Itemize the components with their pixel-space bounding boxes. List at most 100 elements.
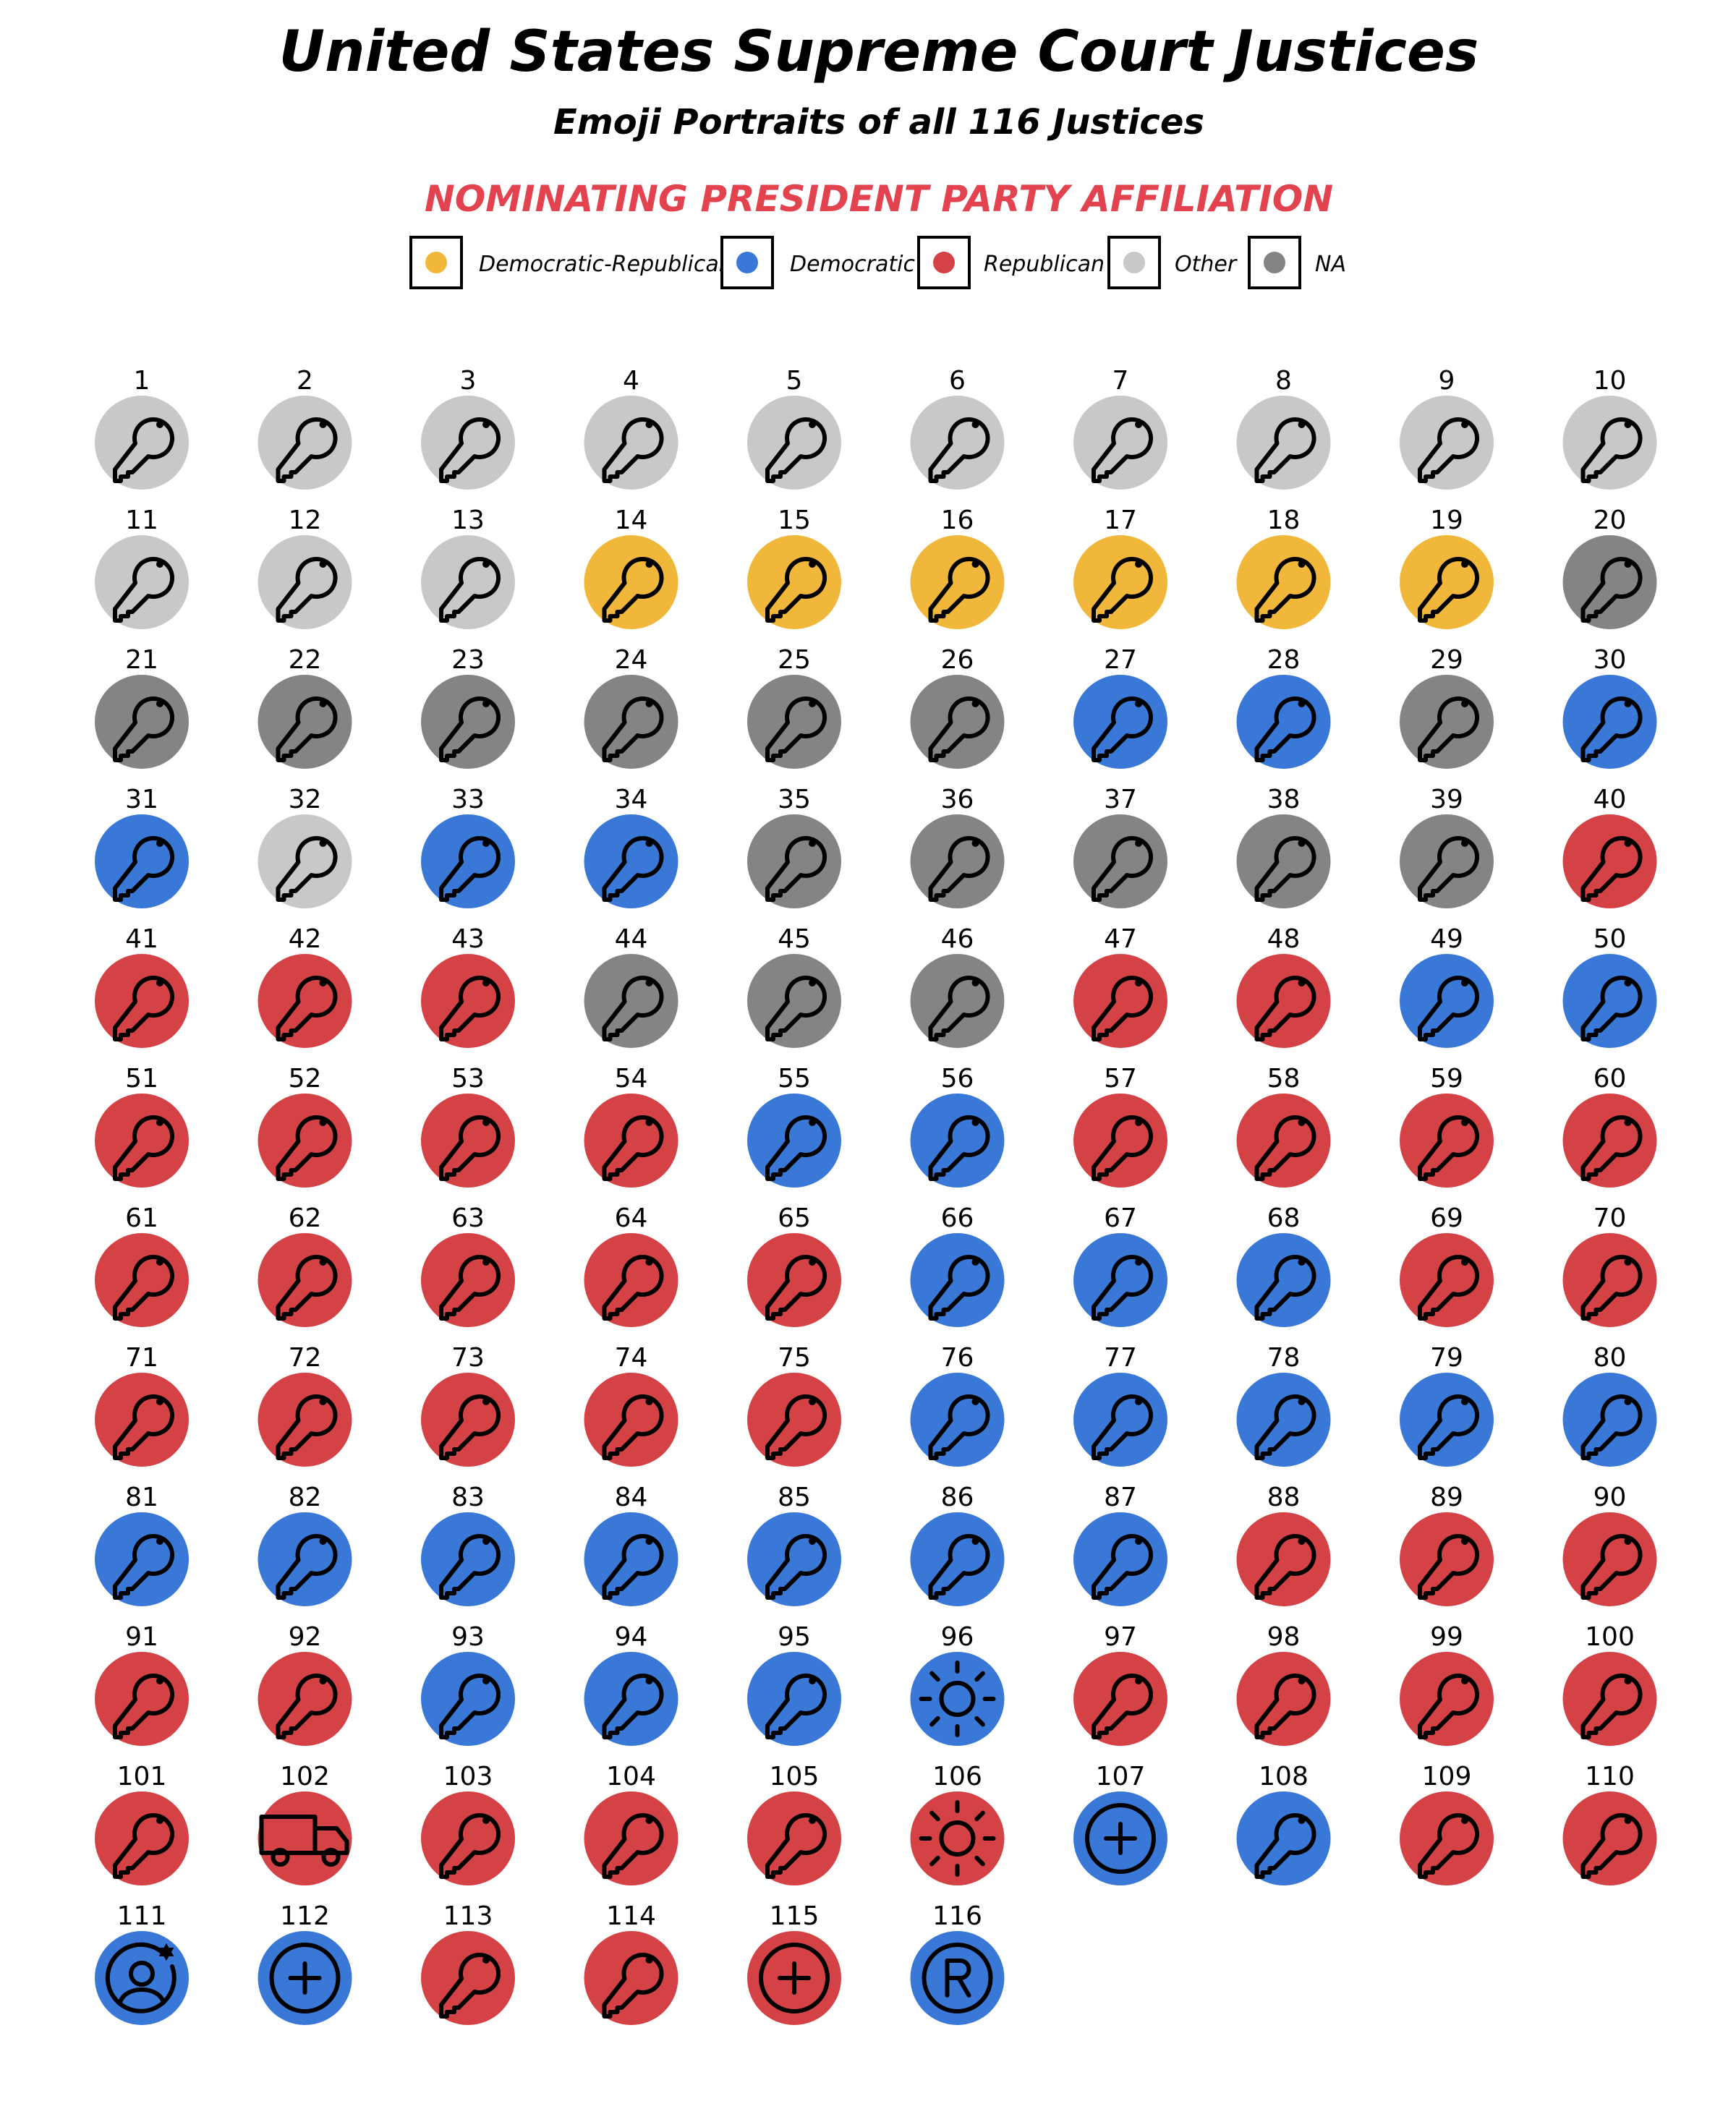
key-icon [602, 836, 664, 902]
justice-40: 40 [1562, 785, 1657, 908]
justice-46-dot [910, 954, 1005, 1048]
key-icon [1418, 1115, 1479, 1181]
justice-74-number: 74 [615, 1343, 648, 1373]
justice-15: 15 [747, 506, 841, 629]
justice-36: 36 [910, 785, 1005, 908]
justice-31-number: 31 [125, 785, 158, 814]
justice-47: 47 [1073, 924, 1167, 1048]
key-icon [276, 1394, 338, 1460]
justice-89-dot [1400, 1512, 1494, 1606]
justice-43: 43 [421, 924, 515, 1048]
justice-25-dot [747, 675, 841, 769]
key-icon [1418, 1534, 1479, 1600]
key-icon [1092, 557, 1153, 623]
key-icon [1254, 836, 1316, 902]
justice-19-dot [1400, 535, 1494, 629]
justice-34-dot [584, 814, 678, 908]
justice-97-number: 97 [1104, 1622, 1137, 1652]
justice-73: 73 [421, 1343, 515, 1467]
justice-61-dot [95, 1233, 189, 1327]
justice-80-number: 80 [1594, 1343, 1627, 1373]
justice-51-number: 51 [125, 1064, 158, 1094]
justice-12-dot [258, 535, 352, 629]
justice-26-number: 26 [941, 645, 974, 675]
key-icon [113, 1394, 174, 1460]
justice-106-number: 106 [932, 1762, 982, 1791]
justice-47-number: 47 [1104, 924, 1137, 954]
justice-88-dot [1236, 1512, 1331, 1606]
justice-84-number: 84 [615, 1483, 648, 1512]
justice-3-dot [421, 396, 515, 490]
justice-27-number: 27 [1104, 645, 1137, 675]
justice-84-dot [584, 1512, 678, 1606]
justice-20-dot [1562, 535, 1657, 629]
legend-label: Democratic [790, 252, 915, 277]
justice-75: 75 [747, 1343, 841, 1467]
legend-label: Other [1175, 252, 1238, 277]
justice-66: 66 [910, 1203, 1005, 1327]
justice-68-number: 68 [1267, 1203, 1301, 1233]
justice-7-dot [1073, 396, 1167, 490]
justice-25: 25 [747, 645, 841, 769]
justice-59-number: 59 [1430, 1064, 1463, 1094]
justice-24-number: 24 [615, 645, 648, 675]
justice-69: 69 [1400, 1203, 1494, 1327]
justice-92-dot [258, 1652, 352, 1746]
key-icon [928, 696, 990, 762]
justice-20: 20 [1562, 506, 1657, 629]
key-icon [439, 696, 501, 762]
justice-12: 12 [258, 506, 352, 629]
key-icon [602, 696, 664, 762]
legend-box [409, 236, 463, 289]
justice-62-dot [258, 1233, 352, 1327]
justice-111: 111 [95, 1901, 189, 2025]
justice-98-dot [1236, 1652, 1331, 1746]
justice-16-number: 16 [941, 506, 974, 535]
justice-10-dot [1562, 396, 1657, 490]
key-icon [113, 1115, 174, 1181]
justice-71-number: 71 [125, 1343, 158, 1373]
justice-86-number: 86 [941, 1483, 974, 1512]
key-icon [1580, 557, 1643, 623]
justice-24: 24 [584, 645, 678, 769]
justice-32: 32 [258, 785, 352, 908]
justice-41: 41 [95, 924, 189, 1048]
justice-48: 48 [1236, 924, 1331, 1048]
justice-102: 102 [258, 1762, 352, 1885]
key-icon [439, 1255, 501, 1321]
justice-17: 17 [1073, 506, 1167, 629]
key-icon [602, 1394, 664, 1460]
key-icon [1580, 1255, 1643, 1321]
justice-31: 31 [95, 785, 189, 908]
key-icon [113, 1674, 174, 1739]
justice-62-number: 62 [289, 1203, 322, 1233]
key-icon [439, 1534, 501, 1600]
justice-16-dot [910, 535, 1005, 629]
justice-93: 93 [421, 1622, 515, 1746]
justice-16: 16 [910, 506, 1005, 629]
key-icon [276, 696, 338, 762]
justice-56: 56 [910, 1064, 1005, 1188]
key-icon [1580, 1813, 1643, 1879]
justice-61-number: 61 [125, 1203, 158, 1233]
justice-47-dot [1073, 954, 1167, 1048]
justice-90-number: 90 [1594, 1483, 1627, 1512]
justice-113: 113 [421, 1901, 515, 2025]
legend-swatch [933, 252, 955, 273]
justice-72: 72 [258, 1343, 352, 1467]
justice-101-dot [95, 1791, 189, 1885]
justice-22: 22 [258, 645, 352, 769]
justice-66-dot [910, 1233, 1005, 1327]
justice-53-dot [421, 1094, 515, 1188]
justice-108: 108 [1236, 1762, 1331, 1885]
justice-93-number: 93 [451, 1622, 485, 1652]
justice-104: 104 [584, 1762, 678, 1885]
key-icon [765, 696, 827, 762]
justice-116: 116 [910, 1901, 1005, 2025]
justice-95-dot [747, 1652, 841, 1746]
justice-13-number: 13 [451, 506, 485, 535]
key-icon [1418, 1255, 1479, 1321]
justice-41-dot [95, 954, 189, 1048]
justice-72-dot [258, 1373, 352, 1467]
